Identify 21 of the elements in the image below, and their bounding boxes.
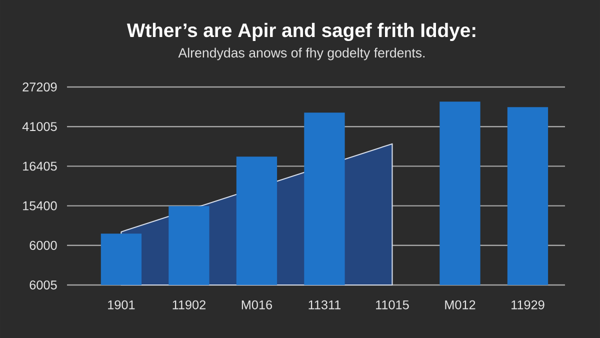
x-tick-label: 11311 [308, 300, 341, 310]
bar [440, 102, 480, 285]
bar [507, 107, 548, 285]
chart-title: Wther’s are Apir and sagef frith Iddye: [126, 22, 476, 42]
bar [236, 156, 278, 285]
text: 41005 [22, 122, 57, 132]
chart-subtitle: Alrendydas anows of fhy godelty ferdents. [178, 48, 425, 60]
bar [100, 234, 142, 285]
text: 6000 [30, 240, 57, 250]
x-tick-label: 11902 [172, 300, 206, 310]
x-tick-label: M016 [242, 300, 272, 310]
x-tick-label: 1901 [108, 300, 135, 310]
text: 27209 [22, 82, 57, 92]
bar [304, 112, 345, 285]
x-tick-label: 11929 [512, 300, 544, 310]
bar [168, 206, 210, 285]
x-tick-label: 11015 [376, 300, 409, 310]
text: 16405 [23, 162, 57, 171]
text: 15400 [23, 201, 57, 210]
text: 6005 [30, 280, 57, 290]
x-tick-label: M012 [445, 300, 476, 310]
